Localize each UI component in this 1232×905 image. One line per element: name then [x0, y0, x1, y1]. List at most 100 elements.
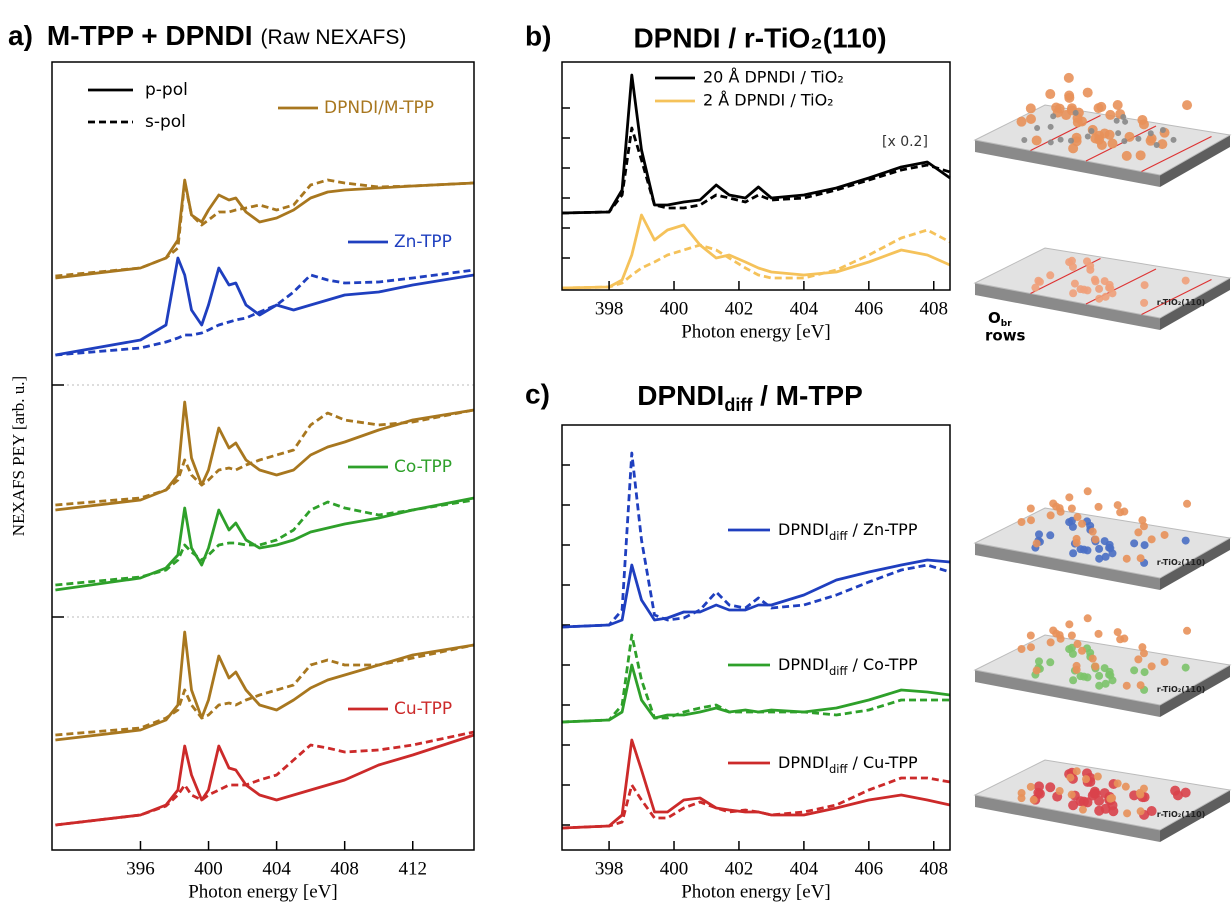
series-line — [55, 496, 475, 592]
molecule — [1026, 504, 1035, 513]
obr-row — [1030, 114, 1101, 152]
molecule — [1046, 531, 1055, 540]
legend-label: 20 Å DPNDI / TiO₂ — [703, 68, 844, 87]
molecule — [1095, 681, 1104, 690]
molecule — [1113, 628, 1122, 637]
molecule — [1181, 276, 1190, 285]
molecule — [1095, 671, 1104, 680]
x-tick-label: 398 — [595, 298, 624, 319]
label-part: / Co-TPP — [847, 655, 918, 674]
molecule — [1086, 261, 1095, 270]
title-part: DPNDI — [637, 380, 724, 411]
x-tick-label: 404 — [790, 298, 819, 319]
molecule — [1136, 681, 1145, 690]
legend-label: 2 Å DPNDI / TiO₂ — [703, 91, 834, 110]
label-part: / Zn-TPP — [847, 520, 917, 539]
molecule — [1082, 775, 1091, 784]
molecule — [1021, 137, 1028, 144]
molecule — [1113, 501, 1122, 510]
molecule — [1069, 289, 1078, 298]
molecule — [1093, 103, 1104, 114]
molecule — [1035, 277, 1044, 286]
molecule — [1139, 522, 1148, 531]
molecule — [1122, 554, 1131, 563]
annotation: [x 0.2] — [882, 134, 928, 150]
molecule — [1146, 133, 1157, 144]
obr-label: Obr — [988, 309, 1012, 329]
series-line — [55, 400, 475, 512]
molecule — [1157, 139, 1168, 150]
molecule — [1147, 130, 1154, 137]
annotation: Co-TPP — [394, 457, 452, 477]
obr-row — [1141, 135, 1212, 173]
molecule — [1115, 130, 1122, 137]
molecule — [1025, 113, 1036, 124]
molecule — [1135, 150, 1146, 161]
molecule — [1122, 681, 1131, 690]
molecule — [1124, 131, 1135, 142]
x-axis-label: Photon energy [eV] — [681, 881, 831, 902]
series-line — [55, 178, 475, 280]
x-tick-label: 398 — [595, 858, 624, 879]
molecule — [1079, 672, 1088, 681]
molecule — [1180, 787, 1191, 798]
panel-label: c) — [525, 378, 550, 409]
molecule — [1065, 493, 1074, 502]
molecule — [1069, 676, 1078, 685]
series-line — [55, 178, 475, 278]
molecule — [1046, 638, 1055, 647]
molecule — [1146, 806, 1157, 817]
series-line — [55, 268, 475, 357]
series-line — [561, 663, 951, 724]
x-tick-label: 406 — [855, 858, 884, 879]
x-tick-label: 408 — [330, 858, 359, 879]
molecule — [1078, 796, 1089, 807]
molecule — [1066, 773, 1075, 782]
molecule — [1029, 795, 1038, 804]
molecule — [1104, 129, 1115, 140]
molecule — [1183, 499, 1192, 508]
molecule — [1138, 119, 1149, 130]
series-line — [561, 558, 951, 629]
illustrations: r-TiO₂(110) r-TiO₂(110) r-TiO₂(110) r-TiO₂(… — [973, 72, 1232, 842]
x-tick-label: 406 — [855, 298, 884, 319]
title-part: / M-TPP — [752, 380, 862, 411]
substrate-label: r-TiO₂(110) — [1157, 810, 1206, 819]
x-tick-label: 408 — [920, 298, 949, 319]
molecule — [1026, 782, 1035, 791]
molecule — [1136, 790, 1145, 799]
series-line — [55, 730, 475, 827]
series-line — [561, 776, 951, 830]
x-tick-label: 408 — [920, 858, 949, 879]
molecule — [1113, 117, 1120, 124]
substrate-label: r-TiO₂(110) — [1157, 298, 1206, 307]
molecule — [1159, 126, 1166, 133]
molecule — [1112, 100, 1123, 111]
molecule — [1147, 535, 1156, 544]
molecule — [1088, 127, 1095, 134]
series-line — [55, 408, 475, 507]
molecule — [1101, 552, 1110, 561]
molecule — [1047, 139, 1054, 146]
molecule — [1056, 507, 1065, 516]
molecule — [1088, 527, 1097, 536]
series-line — [561, 213, 951, 290]
molecule — [1057, 136, 1064, 143]
molecule — [1136, 807, 1145, 816]
molecule — [1049, 626, 1058, 635]
molecule — [1083, 614, 1092, 623]
label-sub: diff — [829, 664, 849, 678]
legend-label: p-pol — [145, 80, 188, 100]
molecule — [1078, 805, 1087, 814]
obr-row — [1141, 278, 1212, 316]
molecule — [1065, 620, 1074, 629]
x-tick-label: 400 — [194, 858, 223, 879]
slab-side — [975, 140, 1160, 187]
molecule — [1067, 256, 1076, 265]
molecule — [1072, 534, 1081, 543]
label-part: DPNDI — [778, 655, 829, 674]
subtitle: (Raw NEXAFS) — [261, 26, 407, 49]
plot-frame — [561, 424, 951, 851]
molecule — [1130, 666, 1139, 675]
